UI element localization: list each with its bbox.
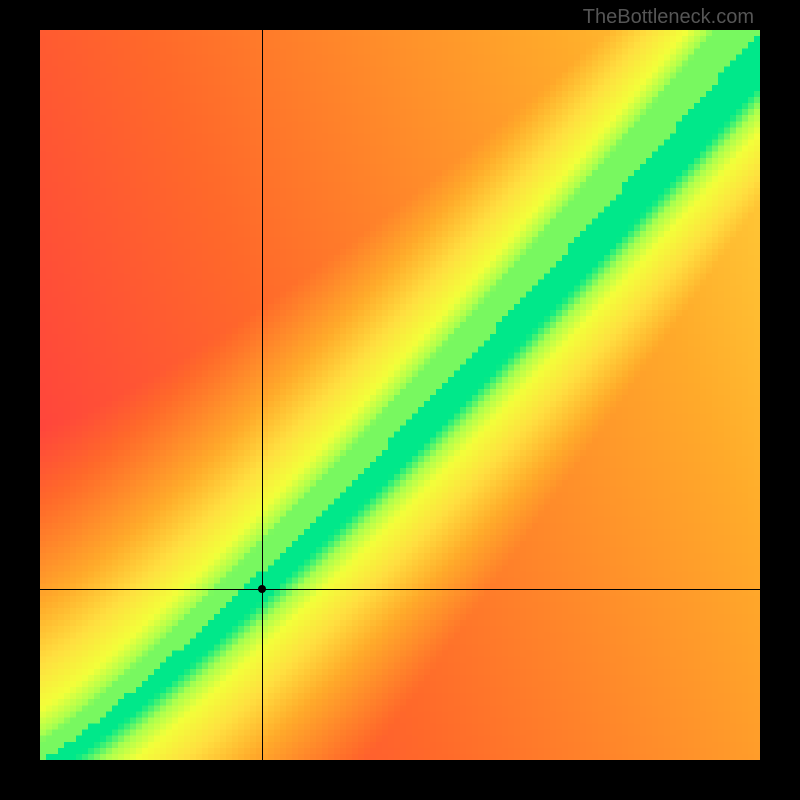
heatmap-plot [40, 30, 760, 760]
crosshair-vertical [262, 30, 263, 760]
heatmap-canvas [40, 30, 760, 760]
crosshair-horizontal [40, 589, 760, 590]
watermark-text: TheBottleneck.com [583, 6, 754, 29]
crosshair-marker [258, 585, 266, 593]
